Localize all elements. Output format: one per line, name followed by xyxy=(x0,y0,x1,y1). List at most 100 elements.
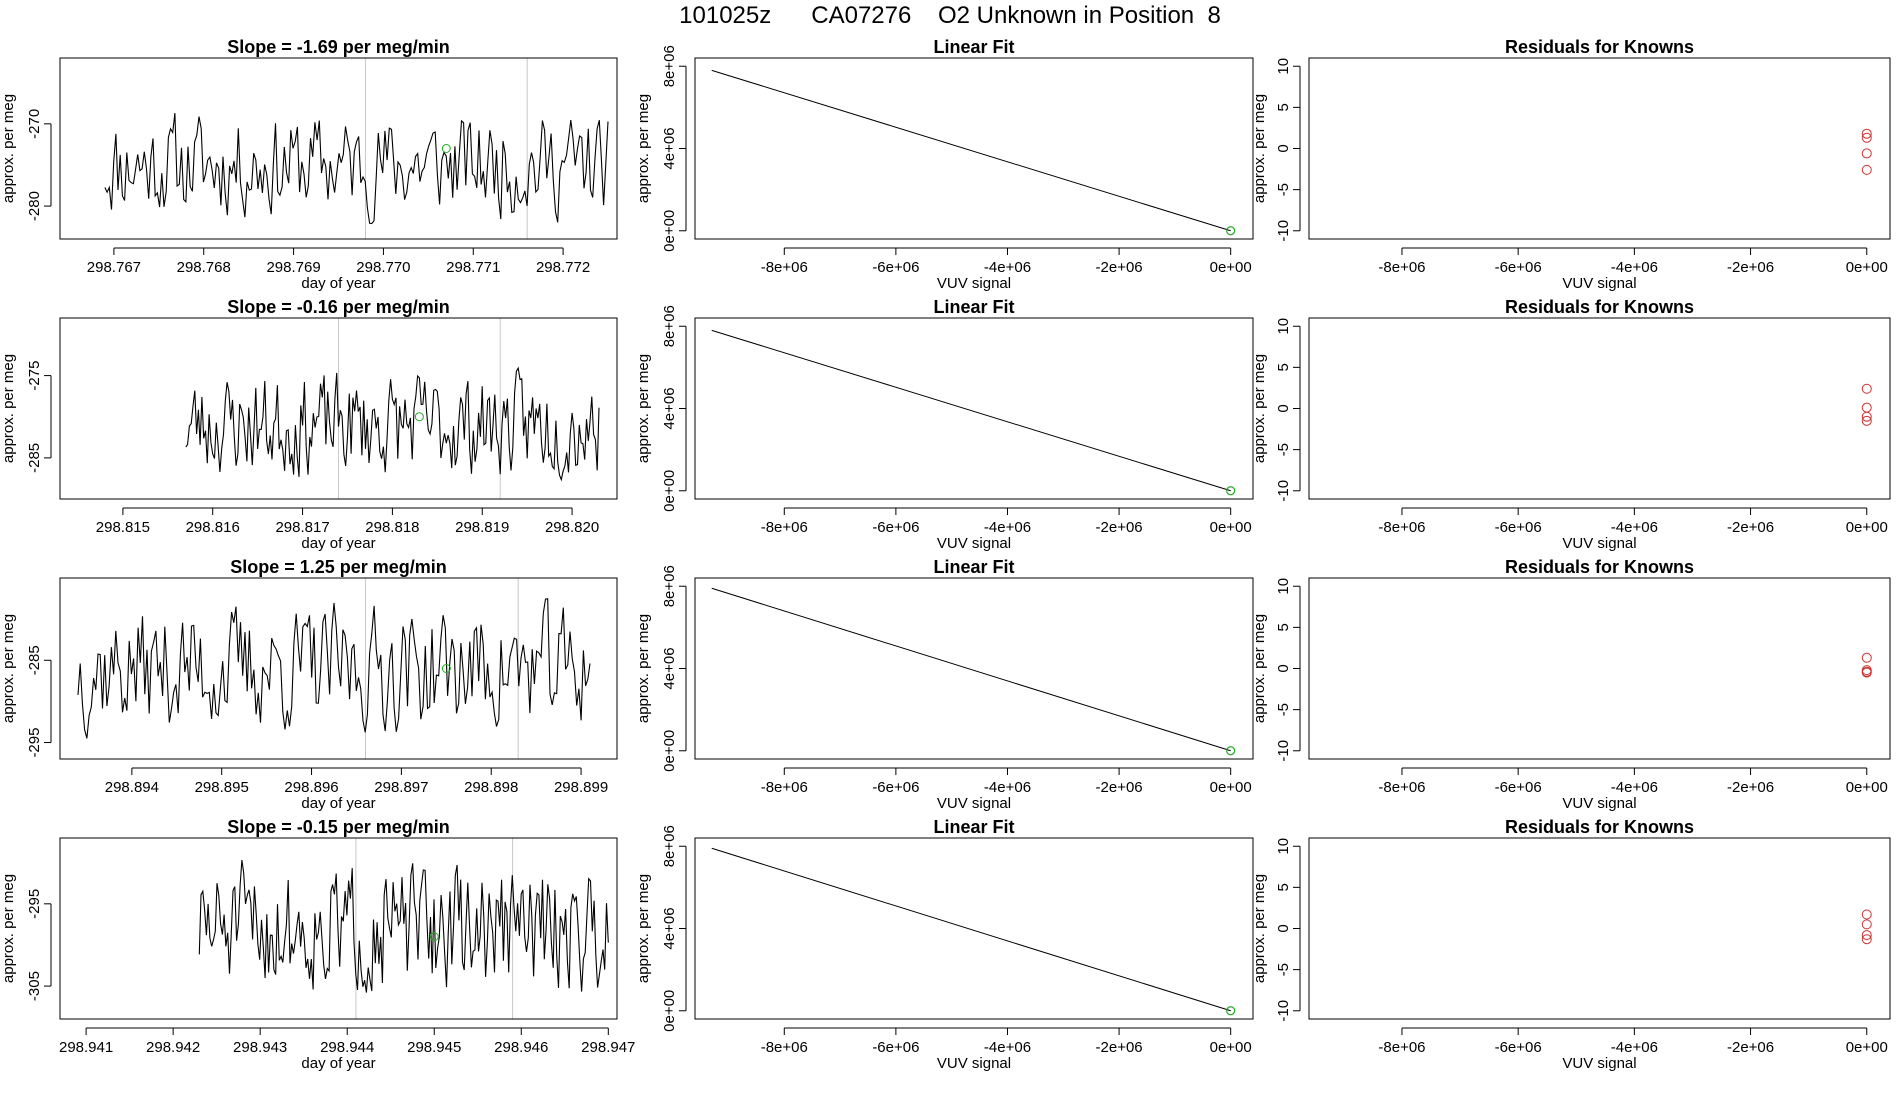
x-tick-label: 298.941 xyxy=(59,1039,113,1056)
data-trace xyxy=(104,113,609,225)
y-tick-label: -295 xyxy=(26,889,43,919)
x-tick-label: 0e+00 xyxy=(1846,259,1888,276)
x-tick-label: -8e+06 xyxy=(761,779,808,796)
y-tick-label: -285 xyxy=(26,645,43,675)
x-tick-label: -8e+06 xyxy=(761,519,808,536)
residual-point xyxy=(1861,164,1872,175)
x-axis-label: VUV signal xyxy=(937,275,1011,292)
x-tick-label: 298.767 xyxy=(87,259,141,276)
y-tick-label: 8e+06 xyxy=(661,565,678,607)
y-tick-label: -10 xyxy=(1275,220,1292,242)
y-tick-label: 4e+06 xyxy=(661,907,678,949)
x-axis: -8e+06 -6e+06 -4e+06 -2e+06 0e+00 xyxy=(761,1027,1252,1056)
y-tick-label: -295 xyxy=(26,728,43,758)
plot-frame xyxy=(694,57,1254,240)
x-tick-label: -8e+06 xyxy=(761,1039,808,1056)
panel-title: Linear Fit xyxy=(933,817,1014,837)
plot-area xyxy=(1861,383,1872,426)
x-tick-label: 298.817 xyxy=(275,519,329,536)
plot-area xyxy=(198,860,609,993)
y-tick-label: 0 xyxy=(1275,664,1292,672)
x-tick-label: -2e+06 xyxy=(1096,519,1143,536)
x-axis: 298.815 298.816 298.817 298.818 298.819 298.8… xyxy=(96,507,599,536)
x-tick-label: 298.895 xyxy=(195,779,249,796)
plot-frame xyxy=(59,577,618,760)
x-tick-label: -2e+06 xyxy=(1096,779,1143,796)
x-tick-label: -2e+06 xyxy=(1096,259,1143,276)
y-tick-label: -10 xyxy=(1275,740,1292,762)
y-axis-label: approx. per meg xyxy=(635,94,652,203)
panel-2-1: Linear Fit -8e+06 -6e+06 -4e+06 -2e+06 0e+00 V… xyxy=(635,37,1254,292)
plot-frame xyxy=(59,837,618,1020)
panel-2-3: Linear Fit -8e+06 -6e+06 -4e+06 -2e+06 0e+00 V… xyxy=(635,557,1254,812)
residual-point xyxy=(1861,667,1872,678)
x-tick-label: 0e+00 xyxy=(1210,519,1252,536)
plot-area xyxy=(1861,909,1872,945)
x-tick-label: 298.819 xyxy=(455,519,509,536)
plot-frame xyxy=(1308,577,1891,760)
y-axis-label: approx. per meg xyxy=(635,614,652,723)
y-axis-label: approx. per meg xyxy=(1251,354,1268,463)
panel-2-4: Linear Fit -8e+06 -6e+06 -4e+06 -2e+06 0e+00 V… xyxy=(635,817,1254,1072)
x-tick-label: -8e+06 xyxy=(1378,519,1425,536)
plot-frame xyxy=(59,57,618,240)
x-tick-label: 298.771 xyxy=(446,259,500,276)
residual-point xyxy=(1861,919,1872,930)
residual-point xyxy=(1861,148,1872,159)
x-axis: -8e+06 -6e+06 -4e+06 -2e+06 0e+00 xyxy=(761,767,1252,796)
y-axis: -295 -305 xyxy=(26,889,52,1001)
plot-area xyxy=(1861,652,1872,678)
plot-frame xyxy=(1308,57,1891,240)
x-tick-label: -4e+06 xyxy=(984,519,1031,536)
y-axis: -10 -5 0 5 10 xyxy=(1275,58,1301,242)
x-tick-label: -4e+06 xyxy=(1611,1039,1658,1056)
x-tick-label: 298.820 xyxy=(545,519,599,536)
x-tick-label: 298.896 xyxy=(284,779,338,796)
y-axis: -10 -5 0 5 10 xyxy=(1275,838,1301,1022)
y-axis-label: approx. per meg xyxy=(1251,94,1268,203)
y-tick-label: 4e+06 xyxy=(661,387,678,429)
y-tick-label: 10 xyxy=(1275,838,1292,855)
x-tick-label: -6e+06 xyxy=(1495,1039,1542,1056)
green-marker-point xyxy=(441,144,451,153)
y-tick-label: 5 xyxy=(1275,363,1292,371)
x-tick-label: 298.947 xyxy=(581,1039,635,1056)
x-tick-label: -8e+06 xyxy=(1378,1039,1425,1056)
y-tick-label: 0 xyxy=(1275,924,1292,932)
x-tick-label: -6e+06 xyxy=(1495,519,1542,536)
plot-frame xyxy=(1308,837,1891,1020)
residual-point xyxy=(1861,934,1872,945)
x-tick-label: 298.945 xyxy=(407,1039,461,1056)
y-tick-label: 4e+06 xyxy=(661,127,678,169)
y-axis: 0e+00 4e+06 8e+06 xyxy=(661,305,687,512)
x-axis-label: VUV signal xyxy=(1562,795,1636,812)
y-tick-label: -275 xyxy=(26,361,43,391)
fit-line xyxy=(711,329,1231,492)
x-tick-label: -4e+06 xyxy=(1611,779,1658,796)
x-tick-label: -2e+06 xyxy=(1727,779,1774,796)
data-trace xyxy=(77,598,591,739)
x-tick-label: 298.769 xyxy=(266,259,320,276)
panel-title: Slope = -1.69 per meg/min xyxy=(227,37,450,57)
fit-point xyxy=(1226,1006,1236,1016)
x-tick-label: -6e+06 xyxy=(1495,779,1542,796)
plot-frame xyxy=(59,317,618,500)
x-tick-label: 298.818 xyxy=(365,519,419,536)
x-tick-label: -8e+06 xyxy=(1378,259,1425,276)
x-axis-label: VUV signal xyxy=(937,795,1011,812)
x-axis-label: VUV signal xyxy=(937,1055,1011,1072)
x-tick-label: -2e+06 xyxy=(1727,259,1774,276)
panel-3-2: Residuals for Knowns -8e+06 -6e+06 -4e+06 -2… xyxy=(1251,297,1891,552)
y-axis-label: approx. per meg xyxy=(635,874,652,983)
plot-area xyxy=(1861,128,1872,175)
y-axis: 0e+00 4e+06 8e+06 xyxy=(661,825,687,1032)
y-tick-label: 5 xyxy=(1275,883,1292,891)
y-tick-label: 0e+00 xyxy=(661,990,678,1032)
x-tick-label: 298.946 xyxy=(494,1039,548,1056)
x-tick-label: 0e+00 xyxy=(1846,1039,1888,1056)
x-tick-label: -6e+06 xyxy=(872,519,919,536)
residual-point xyxy=(1861,128,1872,139)
y-tick-label: 0 xyxy=(1275,404,1292,412)
